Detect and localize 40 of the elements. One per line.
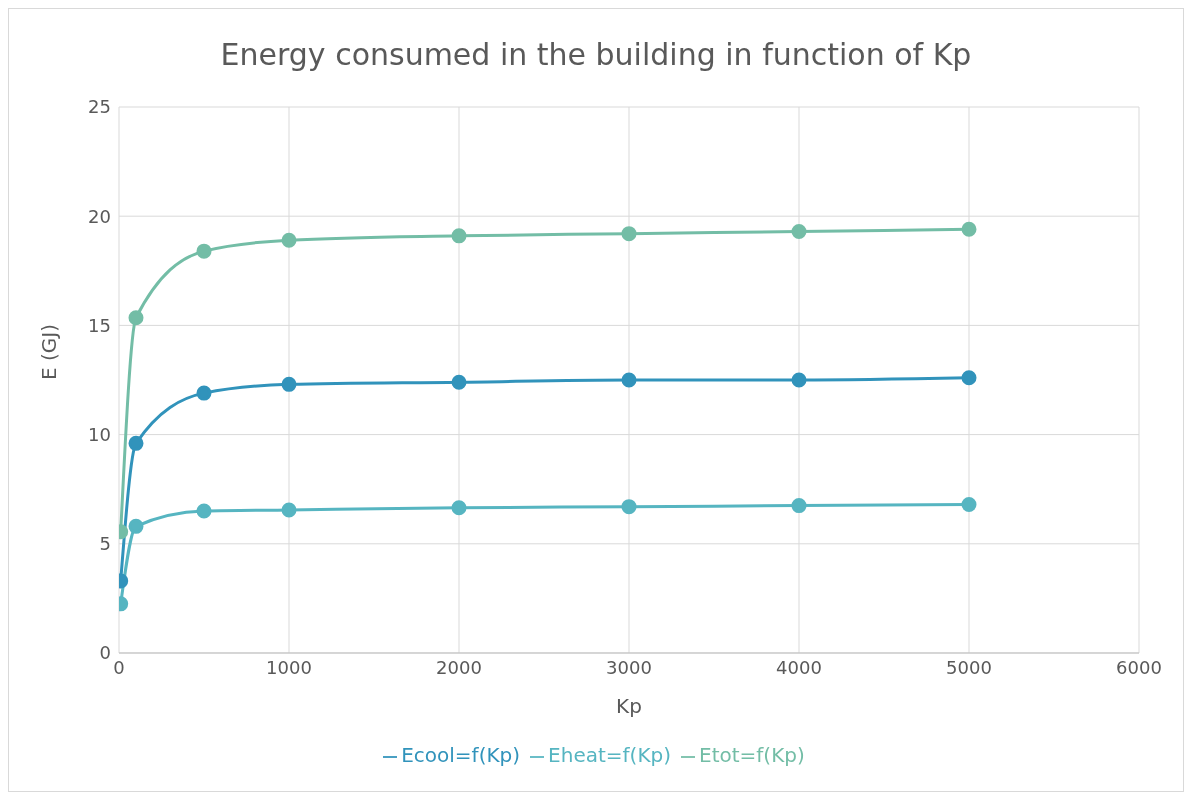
point (281, 376, 297, 392)
point (281, 232, 297, 248)
x-tick-label: 3000 (606, 656, 652, 678)
point (196, 385, 212, 401)
point (128, 310, 144, 326)
point (281, 502, 297, 518)
y-tick-label: 5 (99, 533, 111, 555)
legend-label: Etot=f(Kp) (699, 743, 805, 767)
point (791, 223, 807, 239)
chart-title: Energy consumed in the building in function of Kp (219, 36, 973, 74)
y-tick-label: 0 (99, 642, 111, 664)
x-tick-label: 0 (113, 656, 125, 678)
point (128, 435, 144, 451)
legend-label: Eheat=f(Kp) (548, 743, 672, 767)
point (621, 226, 637, 242)
x-tick-label: 6000 (1116, 656, 1162, 678)
y-tick-label: 20 (88, 205, 111, 227)
legend-label: Ecool=f(Kp) (401, 743, 521, 767)
y-axis-title: E (GJ) (37, 324, 62, 380)
point (128, 518, 144, 534)
point (621, 372, 637, 388)
x-axis-title: Kp (616, 694, 642, 718)
y-tick-label: 25 (88, 96, 111, 118)
point (451, 374, 467, 390)
point (791, 372, 807, 388)
point (451, 228, 467, 244)
point (451, 500, 467, 516)
y-tick-label: 15 (88, 314, 111, 336)
y-tick-label: 10 (88, 423, 111, 445)
x-tick-label: 5000 (946, 656, 992, 678)
point (196, 243, 212, 259)
x-tick-label: 2000 (436, 656, 482, 678)
point (791, 498, 807, 514)
point (196, 503, 212, 519)
point (961, 496, 977, 512)
point (961, 221, 977, 237)
x-tick-label: 1000 (266, 656, 312, 678)
point (961, 370, 977, 386)
x-tick-label: 4000 (776, 656, 822, 678)
point (621, 499, 637, 515)
